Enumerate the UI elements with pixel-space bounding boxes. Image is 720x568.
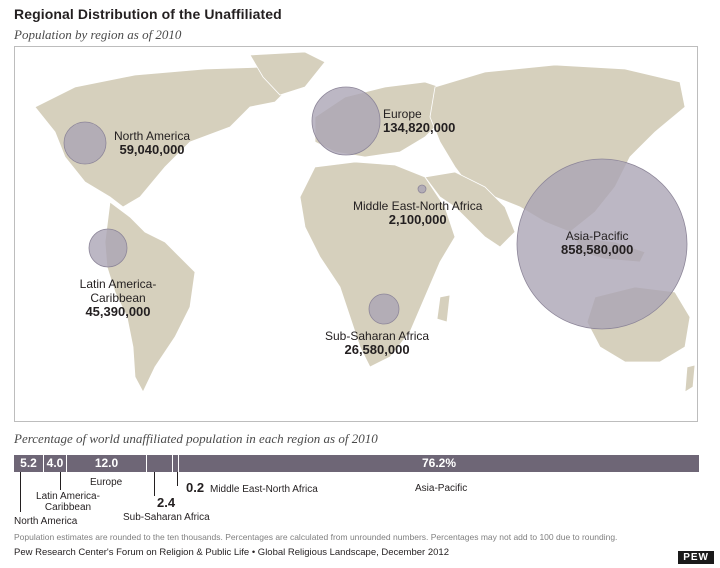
label-name: Asia-Pacific <box>565 229 629 243</box>
bar-sub-saharan <box>147 455 173 472</box>
land-arabia-india <box>424 171 516 248</box>
leader-north-america <box>20 472 21 512</box>
bubble-latin-america <box>88 228 128 268</box>
bubble-mena <box>417 184 427 194</box>
label-asia-pacific: Asia-Pacific 858,580,000 <box>561 229 633 257</box>
label-name: Sub-Saharan Africa <box>325 329 430 343</box>
bubble-europe <box>311 86 381 156</box>
label-value: 858,580,000 <box>561 242 634 257</box>
label-value: 26,580,000 <box>344 342 410 357</box>
bar-label-europe: Europe <box>90 477 123 488</box>
bar-latin-america: 4.0 <box>44 455 67 472</box>
world-map: North America 59,040,000 Europe 134,820,… <box>14 46 698 422</box>
map-svg <box>34 51 696 393</box>
leader-mena <box>177 472 178 486</box>
label-value: 45,390,000 <box>85 304 151 319</box>
bar-value-mena: 0.2 <box>186 480 205 495</box>
percentage-bar-chart: 5.2 4.0 12.0 76.2% North America Latin A… <box>14 455 700 527</box>
bar-europe: 12.0 <box>67 455 147 472</box>
footnote: Population estimates are rounded to the … <box>14 532 618 542</box>
leader-latin-america <box>60 472 61 490</box>
label-value: 2,100,000 <box>388 212 447 227</box>
bubble-asia-pacific <box>516 158 688 330</box>
bar-mena <box>173 455 179 472</box>
land-south-america <box>104 201 196 393</box>
label-value: 134,820,000 <box>383 120 456 135</box>
bar-label-mena: Middle East-North Africa <box>210 484 318 495</box>
percentage-title: Percentage of world unaffiliated populat… <box>14 431 378 446</box>
land-new-zealand <box>684 364 696 393</box>
bubble-sub-saharan <box>368 293 400 325</box>
bar-label-sub-saharan: Sub-Saharan Africa <box>123 512 210 523</box>
label-value: 59,040,000 <box>119 142 185 157</box>
label-name: Middle East-North Africa <box>353 199 483 213</box>
label-name: Europe <box>383 107 422 121</box>
pew-logo: PEW <box>678 551 714 564</box>
label-europe: Europe 134,820,000 <box>383 107 455 135</box>
land-madagascar <box>436 294 451 323</box>
label-name: Latin America-Caribbean <box>79 277 157 305</box>
label-north-america: North America 59,040,000 <box>114 129 190 157</box>
bar-label-north-america: North America <box>14 516 78 527</box>
chart-subtitle: Population by region as of 2010 <box>14 27 182 42</box>
bar-asia-pacific: 76.2% <box>179 455 700 472</box>
bar-north-america: 5.2 <box>14 455 44 472</box>
land-africa <box>299 161 456 368</box>
bubble-north-america <box>63 121 107 165</box>
bar-label-latin-america: Latin America-Caribbean <box>36 491 100 513</box>
chart-title: Regional Distribution of the Unaffiliate… <box>14 6 282 22</box>
land-greenland <box>249 51 326 96</box>
label-latin-america: Latin America-Caribbean 45,390,000 <box>68 277 168 319</box>
label-sub-saharan: Sub-Saharan Africa 26,580,000 <box>325 329 429 357</box>
label-mena: Middle East-North Africa 2,100,000 <box>353 199 482 227</box>
land-north-america <box>34 66 301 208</box>
source-line: Pew Research Center's Forum on Religion … <box>14 547 449 558</box>
bar-label-asia-pacific: Asia-Pacific <box>415 483 468 494</box>
leader-sub-saharan <box>154 472 155 496</box>
bubbles <box>63 86 688 330</box>
bar-value-sub-saharan: 2.4 <box>157 495 176 510</box>
land-masses <box>34 51 696 393</box>
label-name: North America <box>114 129 191 143</box>
